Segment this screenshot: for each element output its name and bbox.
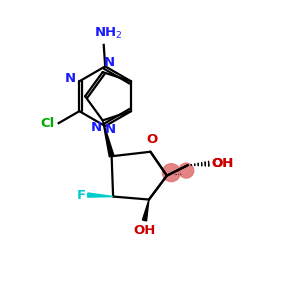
Text: NH$_2$: NH$_2$ [94, 26, 123, 41]
Circle shape [162, 164, 180, 182]
Polygon shape [88, 193, 113, 197]
Text: N: N [105, 123, 116, 136]
Polygon shape [103, 120, 114, 157]
Text: OH: OH [211, 157, 233, 170]
Text: ....: .... [173, 170, 182, 176]
Text: Cl: Cl [41, 117, 55, 130]
Polygon shape [142, 200, 149, 221]
Text: N: N [64, 72, 76, 86]
Text: OH: OH [211, 157, 233, 170]
Circle shape [179, 163, 194, 178]
Text: O: O [146, 134, 158, 146]
Text: N: N [91, 121, 102, 134]
Text: N: N [104, 56, 115, 68]
Text: F: F [77, 189, 86, 202]
Text: OH: OH [133, 224, 156, 237]
